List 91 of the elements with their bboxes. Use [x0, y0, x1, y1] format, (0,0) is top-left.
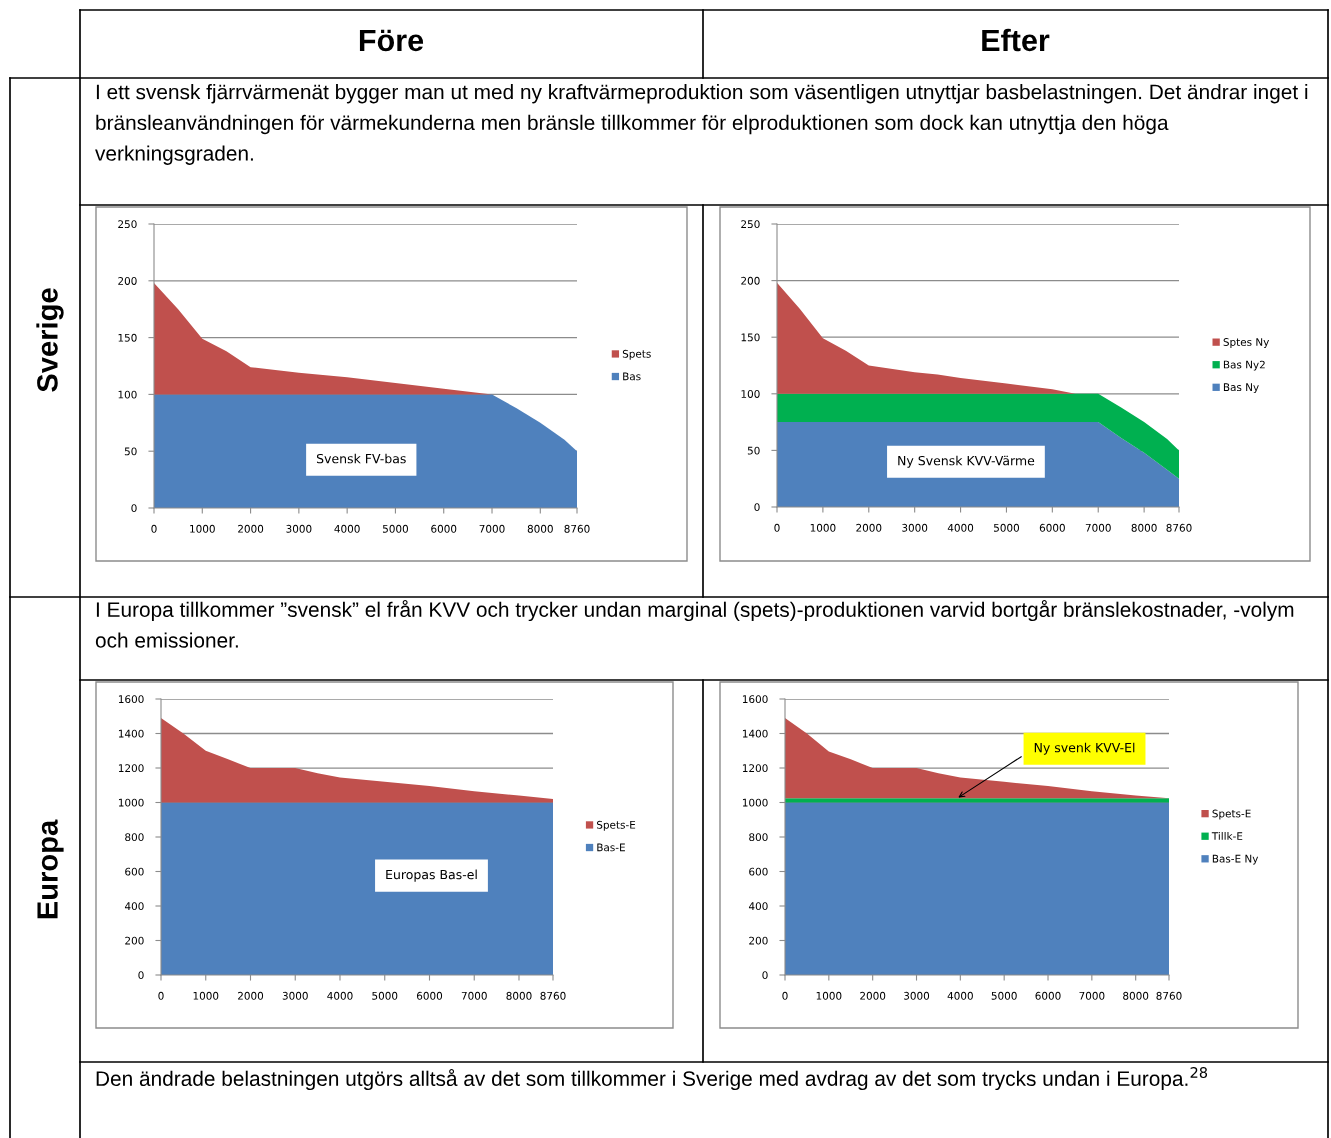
x-tick-label: 4000 — [334, 524, 360, 533]
legend-label: Spets-E — [597, 820, 636, 831]
legend-label: Bas Ny — [1223, 383, 1259, 394]
x-tick-label: 5000 — [382, 524, 408, 533]
y-tick-label: 150 — [118, 333, 137, 342]
y-tick-label: 1600 — [742, 695, 768, 704]
x-tick-label: 3000 — [282, 991, 308, 1000]
x-tick-label: 1000 — [190, 524, 215, 533]
text: Sverige — [36, 288, 64, 392]
x-tick-label: 6000 — [1039, 523, 1065, 532]
y-tick-label: 0 — [754, 503, 760, 512]
y-tick-label: 250 — [118, 220, 137, 229]
y-tick-label: 200 — [741, 276, 760, 285]
y-tick-label: 0 — [131, 504, 137, 513]
y-tick-label: 800 — [125, 833, 144, 842]
y-tick-label: 1400 — [118, 729, 144, 738]
y-tick-label: 100 — [741, 390, 760, 398]
legend-label: Spets-E — [1212, 809, 1251, 820]
x-tick-label: 5000 — [991, 991, 1017, 1000]
legend-label: Bas-E — [597, 843, 625, 852]
legend-label: Spets — [622, 349, 651, 360]
x-tick-label: 6000 — [431, 524, 457, 533]
x-tick-label: 8000 — [1131, 523, 1157, 532]
text: Europa — [37, 819, 64, 919]
y-tick-label: 600 — [749, 867, 768, 876]
y-tick-label: 50 — [747, 446, 760, 455]
x-tick-label: 6000 — [1035, 991, 1061, 1000]
x-tick-label: 1000 — [810, 523, 836, 532]
y-tick-label: 250 — [741, 220, 760, 229]
y-tick-label: 1600 — [118, 695, 144, 704]
x-tick-label: 0 — [782, 991, 788, 1000]
text: Efter — [982, 28, 1050, 52]
y-tick-label: 1400 — [742, 729, 768, 738]
x-tick-label: 4000 — [327, 991, 353, 1000]
x-tick-label: 2000 — [856, 523, 882, 532]
x-tick-label: 7000 — [1079, 991, 1105, 1000]
x-tick-label: 2000 — [238, 524, 264, 533]
x-tick-label: 4000 — [947, 523, 974, 532]
x-tick-label: 1000 — [816, 991, 842, 1000]
annotation: Ny Svensk KVV-Värme — [898, 455, 1035, 468]
text: Före — [359, 29, 424, 52]
y-tick-label: 1200 — [742, 764, 768, 773]
text: I Europa tillkommer ”svensk” el från KVV och trycker undan marginal (spets)-produktionen varvid bortgår bränslekostnader, -volym och emissioner. — [95, 600, 1294, 648]
legend-label: Bas — [623, 372, 641, 381]
x-tick-label: 4000 — [947, 991, 973, 1000]
y-tick-label: 1200 — [118, 764, 144, 773]
x-tick-label: 8760 — [564, 524, 590, 533]
x-tick-label: 5000 — [372, 991, 398, 1000]
y-tick-label: 1000 — [742, 798, 768, 807]
x-tick-label: 0 — [774, 523, 780, 532]
y-tick-label: 200 — [118, 277, 137, 285]
x-tick-label: 7000 — [1085, 523, 1111, 532]
y-tick-label: 100 — [118, 390, 137, 399]
x-tick-label: 2000 — [860, 991, 886, 1000]
legend-label: Sptes Ny — [1223, 338, 1270, 348]
y-tick-label: 600 — [125, 867, 144, 876]
x-tick-label: 5000 — [994, 523, 1020, 532]
x-tick-label: 3000 — [902, 523, 928, 532]
x-tick-label: 0 — [151, 524, 157, 533]
y-tick-label: 200 — [125, 936, 144, 945]
legend-label: Bas-E Ny — [1212, 854, 1259, 865]
y-tick-label: 200 — [749, 936, 768, 945]
x-tick-label: 1000 — [193, 991, 219, 1000]
x-tick-label: 8760 — [540, 991, 566, 1000]
annotation: Europas Bas-el — [386, 869, 477, 882]
text: Den ändrade belastningen utgörs alltså av det som tillkommer i Sverige med avdrag av det som trycks undan i Europa.$^{28}$ — [96, 1067, 1208, 1091]
x-tick-label: 7000 — [479, 524, 505, 533]
x-tick-label: 7000 — [461, 991, 487, 1000]
x-tick-label: 8000 — [506, 991, 532, 1000]
y-tick-label: 0 — [138, 971, 144, 980]
x-tick-label: 3000 — [286, 524, 312, 533]
text: I ett svensk fjärrvärmenät bygger man ut med ny kraftvärmeproduktion som väsentligen utnyttjar basbelastningen. Det ändrar inget i bränsleanvändningen för värmekunderna men bränsle tillkommer för elproduktionen som dock kan utnyttja den höga verkningsgraden. — [95, 84, 1308, 165]
x-tick-label: 8760 — [1156, 991, 1182, 1000]
x-tick-label: 6000 — [416, 991, 443, 1000]
x-tick-label: 8000 — [1123, 991, 1149, 1000]
y-tick-label: 800 — [749, 833, 768, 842]
y-tick-label: 400 — [748, 902, 768, 911]
annotation: Svensk FV-bas — [316, 453, 406, 464]
y-tick-label: 50 — [124, 447, 137, 456]
x-tick-label: 2000 — [238, 991, 264, 1000]
x-tick-label: 8760 — [1166, 523, 1192, 532]
legend-label: Tillk-E — [1211, 831, 1243, 840]
x-tick-label: 3000 — [904, 991, 930, 1000]
y-tick-label: 1000 — [118, 798, 144, 807]
y-tick-label: 0 — [762, 971, 768, 980]
y-tick-label: 150 — [741, 333, 760, 342]
x-tick-label: 0 — [158, 991, 164, 1000]
legend-label: Bas Ny2 — [1223, 360, 1265, 371]
y-tick-label: 400 — [124, 902, 144, 911]
x-tick-label: 8000 — [527, 524, 553, 533]
annotation: Ny svenk KVV-El — [1034, 742, 1135, 755]
